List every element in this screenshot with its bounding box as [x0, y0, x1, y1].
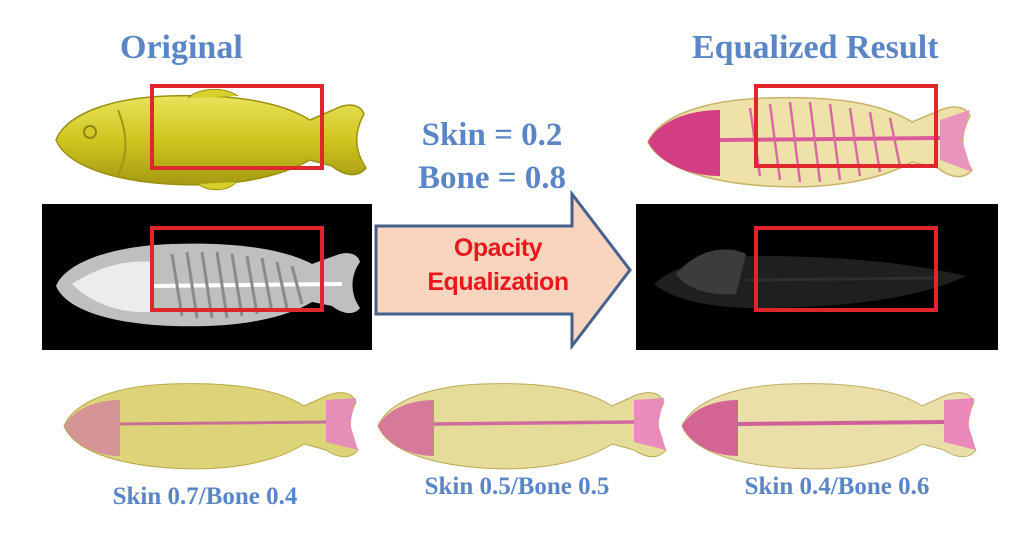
render-skin-0.5-bone-0.5-image	[372, 370, 672, 480]
opacity-equalization-arrow	[372, 189, 634, 351]
render-skin-0.4-bone-0.6-image	[676, 370, 984, 480]
original-xray-highlight-box	[150, 226, 324, 312]
equalized-render-highlight-box	[754, 84, 938, 168]
caption-skin-0.4-bone-0.6: Skin 0.4/Bone 0.6	[744, 473, 930, 500]
original-heading: Original	[120, 29, 243, 66]
original-render-highlight-box	[150, 84, 324, 170]
arrow-label-line-2: Equalization	[427, 268, 569, 296]
bone-parameter: Bone = 0.8	[417, 160, 567, 196]
equalized-result-heading: Equalized Result	[692, 29, 939, 66]
skin-parameter: Skin = 0.2	[421, 117, 563, 153]
caption-skin-0.7-bone-0.4: Skin 0.7/Bone 0.4	[112, 483, 298, 510]
opacity-equalization-label: Opacity Equalization	[398, 231, 598, 299]
equalized-xray-highlight-box	[754, 226, 938, 312]
arrow-label-line-1: Opacity	[453, 234, 543, 262]
render-skin-0.7-bone-0.4-image	[58, 370, 366, 480]
original-render-image	[48, 80, 368, 195]
caption-skin-0.5-bone-0.5: Skin 0.5/Bone 0.5	[424, 473, 610, 500]
